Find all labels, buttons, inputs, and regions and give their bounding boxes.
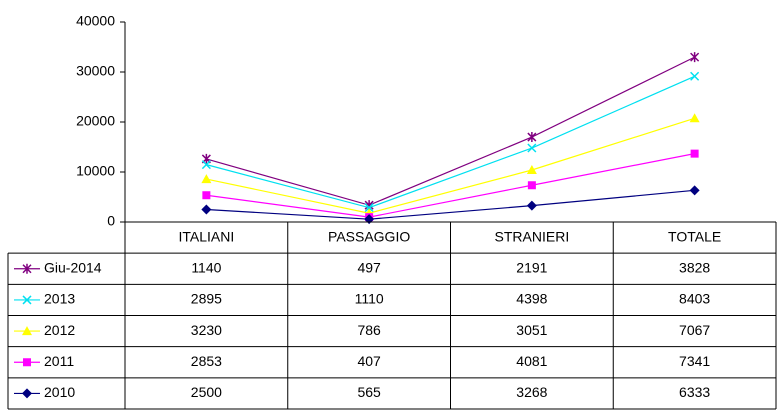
marker (527, 181, 536, 190)
y-tick-label: 30000 (76, 63, 115, 79)
legend-label: Giu-2014 (44, 259, 102, 275)
table-cell: 3230 (191, 322, 222, 338)
y-tick-label: 20000 (76, 113, 115, 129)
table-cell: 4081 (516, 353, 547, 369)
x-tick-label: STRANIERI (495, 228, 570, 244)
table-cell: 1140 (191, 259, 221, 275)
table-cell: 3051 (516, 322, 547, 338)
marker (689, 185, 700, 196)
table-cell: 1110 (355, 291, 384, 307)
table-cell: 407 (357, 353, 381, 369)
marker (364, 203, 374, 213)
marker (689, 113, 700, 123)
marker (201, 174, 212, 184)
marker (690, 52, 700, 63)
marker (201, 204, 212, 215)
legend-marker (22, 326, 32, 336)
series-line (206, 117, 695, 214)
legend-label: 2011 (44, 353, 74, 369)
legend-marker (22, 295, 32, 305)
legend-marker (22, 263, 32, 274)
table-cell: 2191 (516, 259, 547, 275)
legend-label: 2013 (44, 291, 75, 307)
legend-label: 2012 (44, 322, 75, 338)
legend-marker (22, 388, 32, 399)
y-tick-label: 40000 (76, 13, 115, 29)
y-tick-label: 0 (107, 213, 115, 229)
marker (690, 71, 700, 81)
x-tick-label: ITALIANI (178, 228, 234, 244)
x-tick-label: TOTALE (668, 228, 721, 244)
series-line (206, 153, 695, 218)
series-line (206, 75, 695, 209)
table-cell: 2500 (191, 384, 222, 400)
table-cell: 8403 (679, 291, 710, 307)
series-line (206, 56, 695, 206)
y-tick-label: 10000 (76, 163, 115, 179)
legend-label: 2010 (44, 384, 75, 400)
marker (527, 132, 537, 143)
marker (201, 160, 211, 170)
marker (202, 191, 211, 200)
x-tick-label: PASSAGGIO (328, 228, 410, 244)
table-cell: 7341 (679, 353, 710, 369)
table-cell: 2853 (191, 353, 222, 369)
table-cell: 2895 (191, 291, 222, 307)
table-cell: 3268 (516, 384, 547, 400)
legend-marker (23, 358, 31, 367)
marker (527, 143, 537, 153)
marker (690, 149, 699, 158)
table-cell: 4398 (516, 291, 547, 307)
table-cell: 565 (357, 384, 381, 400)
table-cell: 3828 (679, 259, 710, 275)
marker (526, 200, 537, 211)
marker (526, 165, 537, 174)
table-cell: 6333 (679, 384, 710, 400)
series-line (206, 189, 695, 220)
table-cell: 7067 (679, 322, 710, 338)
table-cell: 497 (357, 259, 381, 275)
table-cell: 786 (357, 322, 381, 338)
